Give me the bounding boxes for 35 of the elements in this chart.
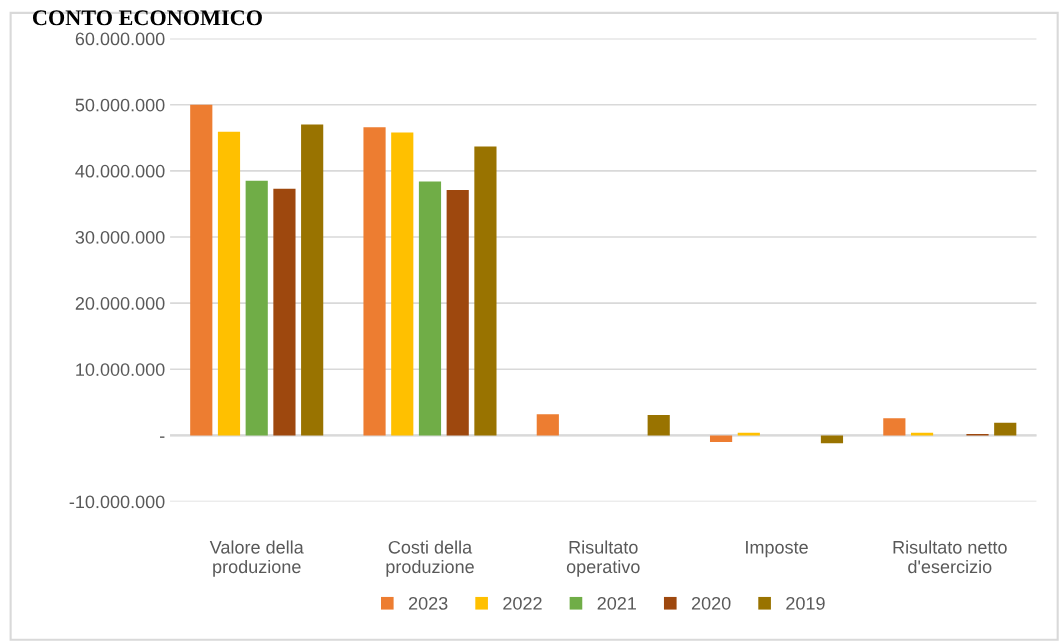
- bar: [709, 435, 733, 443]
- bar: [391, 132, 414, 436]
- bar: [536, 414, 559, 436]
- bar: [820, 435, 844, 444]
- x-tick-label: Imposte: [746, 541, 808, 558]
- x-tick-label: Risultato operativo: [566, 540, 640, 577]
- y-tick-label: 60.000.000: [75, 32, 165, 46]
- y-tick-label: 30.000.000: [75, 230, 165, 244]
- bar: [418, 181, 442, 436]
- bar: [301, 124, 324, 436]
- bar: [190, 104, 213, 436]
- y-tick-label: 20.000.000: [75, 297, 165, 310]
- bar: [363, 127, 386, 436]
- x-tick-label: Valore della produzione: [209, 540, 304, 577]
- x-tick-label: Costi della produzione: [386, 540, 474, 577]
- bar: [217, 131, 241, 436]
- y-tick-label: 10.000.000: [76, 363, 165, 376]
- y-tick-label: -: [160, 436, 165, 438]
- bar: [474, 146, 497, 436]
- legend-label: 2022: [503, 596, 542, 610]
- x-tick-label: Risultato netto d'esercizio: [893, 540, 1007, 574]
- bar: [883, 418, 906, 436]
- y-tick-label: -10.000.000: [69, 495, 165, 509]
- bar: [994, 422, 1017, 436]
- y-tick-label: 50.000.000: [75, 98, 165, 112]
- legend-label: 2019: [786, 596, 825, 610]
- y-tick-label: 40.000.000: [75, 164, 165, 178]
- bar: [647, 414, 670, 436]
- bar: [245, 180, 268, 436]
- bar: [446, 190, 469, 436]
- legend-label: 2023: [408, 596, 448, 610]
- chart-title: CONTO ECONOMICO: [32, 10, 262, 26]
- bar: [273, 188, 296, 436]
- legend-label: 2020: [691, 596, 731, 610]
- legend-label: 2021: [597, 596, 636, 610]
